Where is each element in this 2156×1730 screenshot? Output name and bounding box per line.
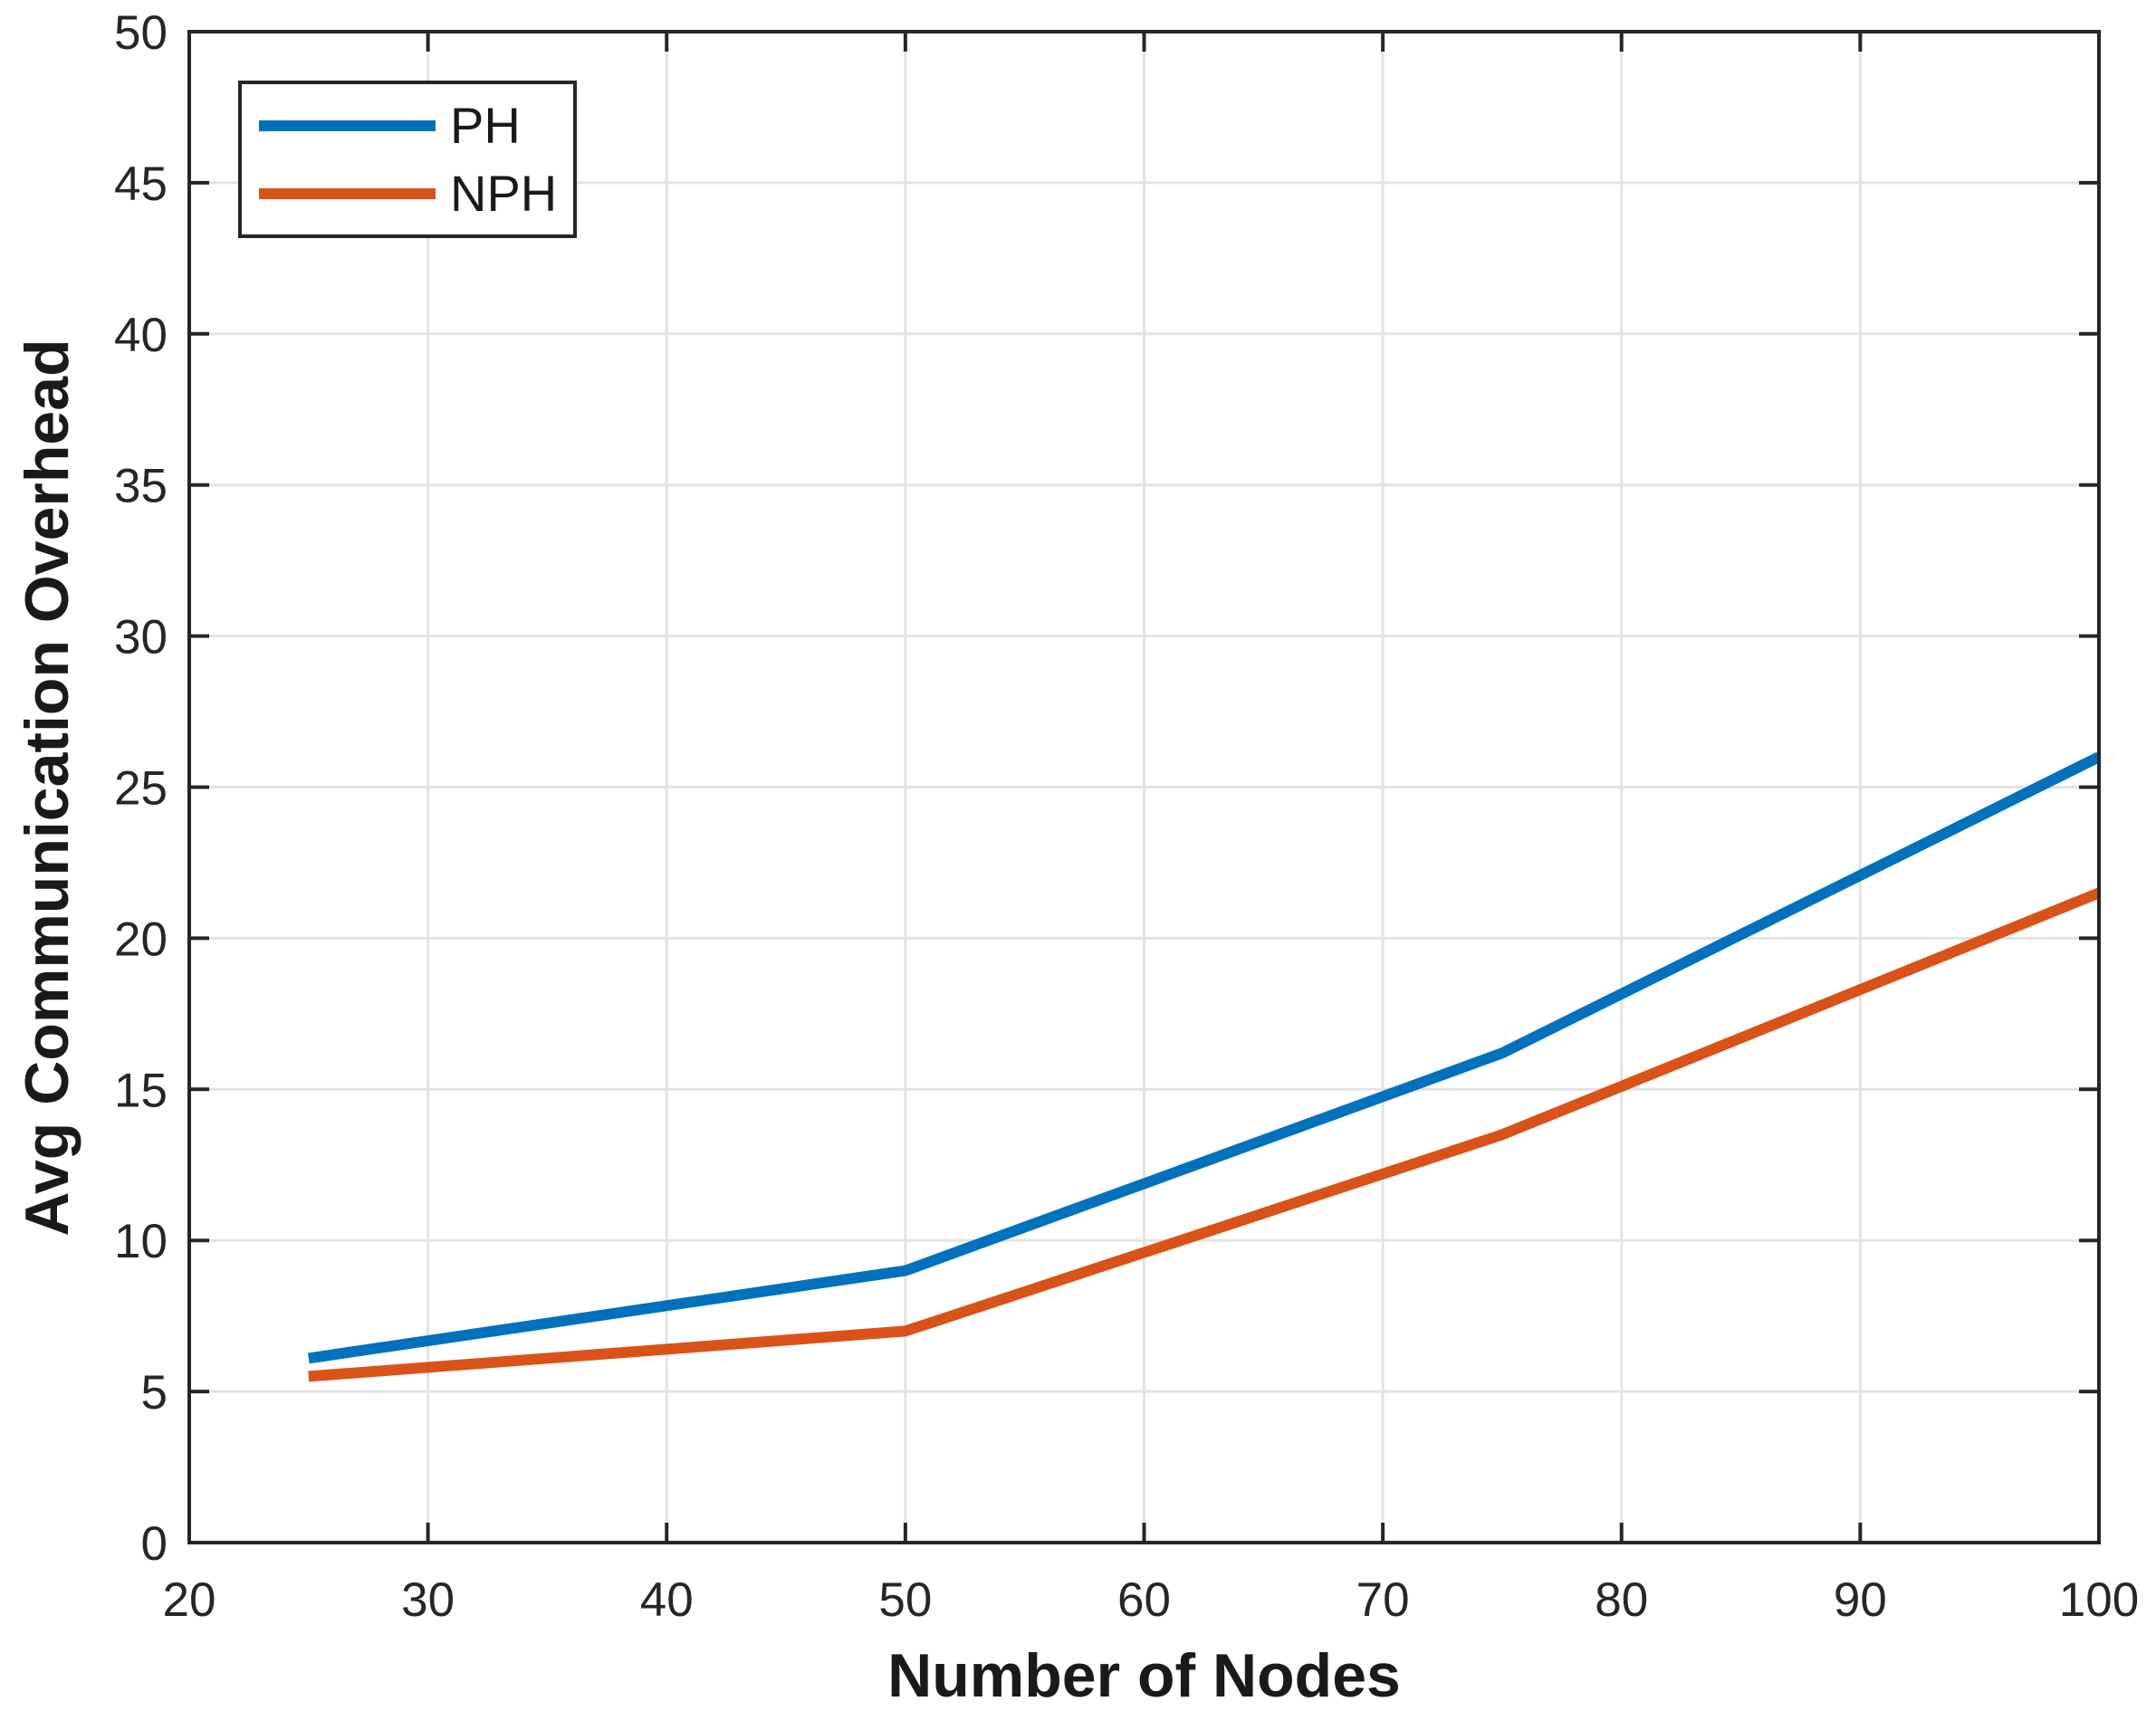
y-tick-label: 15	[114, 1064, 168, 1117]
x-tick-label: 40	[640, 1573, 694, 1627]
legend-label-nph: NPH	[450, 164, 558, 222]
x-tick-label: 70	[1356, 1573, 1410, 1627]
x-tick-label: 20	[163, 1573, 216, 1627]
y-tick-label: 50	[114, 6, 168, 60]
y-tick-label: 20	[114, 913, 168, 966]
x-tick-label: 60	[1117, 1573, 1171, 1627]
axes-box	[187, 30, 2101, 1544]
legend-item-nph: NPH	[259, 164, 564, 222]
y-tick-label: 25	[114, 762, 168, 816]
x-tick-label: 90	[1834, 1573, 1887, 1627]
legend-swatch-ph	[259, 119, 436, 131]
legend-label-ph: PH	[450, 96, 521, 154]
x-axis-label: Number of Nodes	[887, 1641, 1401, 1710]
y-tick-label: 45	[114, 158, 168, 211]
y-tick-label: 0	[141, 1517, 168, 1571]
x-tick-label: 30	[401, 1573, 455, 1627]
series-line-ph	[307, 751, 2102, 1364]
series-line-nph	[308, 887, 2102, 1382]
y-axis-label: Avg Communication Overhead	[13, 339, 81, 1237]
x-tick-label: 100	[2059, 1573, 2139, 1627]
y-tick-label: 30	[114, 611, 168, 664]
legend-item-ph: PH	[259, 100, 564, 151]
y-tick-label: 5	[141, 1366, 168, 1419]
legend: PH NPH	[238, 81, 577, 238]
y-tick-label: 40	[114, 309, 168, 362]
y-tick-label: 35	[114, 460, 168, 513]
legend-swatch-nph	[259, 187, 436, 199]
x-tick-label: 80	[1595, 1573, 1648, 1627]
x-tick-label: 50	[878, 1573, 932, 1627]
y-tick-label: 10	[114, 1215, 168, 1268]
